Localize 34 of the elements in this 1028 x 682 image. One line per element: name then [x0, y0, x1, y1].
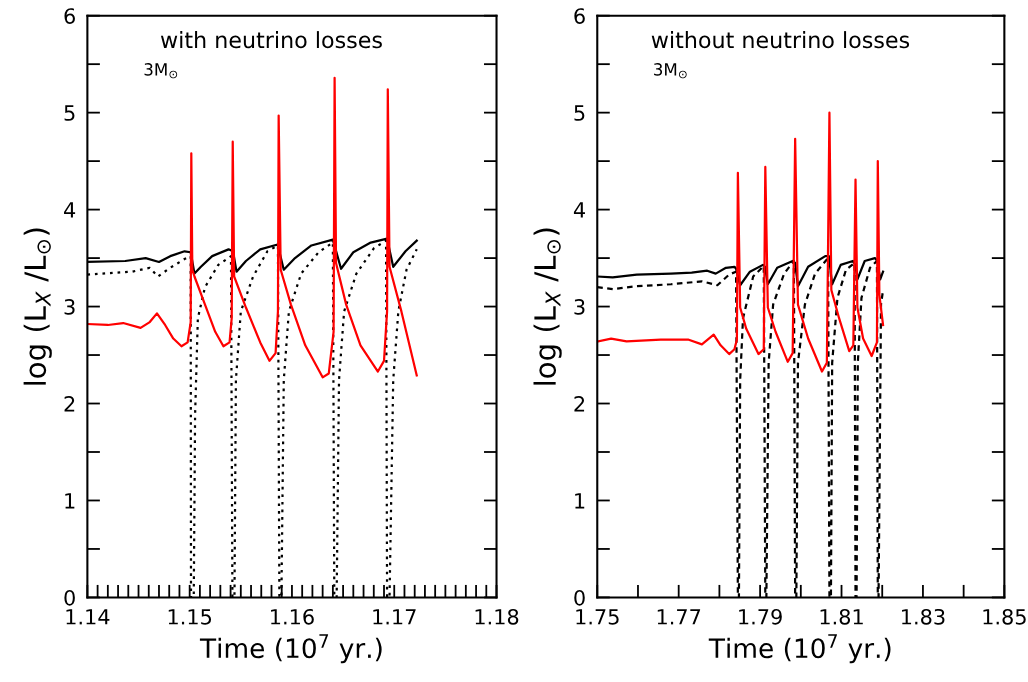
y-tick-label: 2 — [574, 395, 585, 412]
annotation: 3M$_{⊙}$ — [144, 63, 178, 79]
x-tick-label: 1.77 — [657, 609, 701, 625]
annotation: without neutrino losses — [651, 31, 910, 49]
y-tick-label: 1 — [575, 493, 585, 509]
y-tick-label: 3 — [64, 299, 75, 315]
y-tick-label: 5 — [64, 105, 75, 121]
y-tick-label: 5 — [574, 105, 585, 121]
line-series — [597, 111, 885, 373]
annotation: 3M$_{⊙}$ — [654, 63, 687, 79]
x-tick-label: 1.16 — [271, 608, 314, 625]
y-tick-label: 6 — [574, 8, 585, 24]
x-tick-label: 1.17 — [373, 609, 416, 625]
x-axis-title: Time (10$^{7}$ yr.) — [199, 634, 382, 664]
y-axis-title: log (L$_{X}$ /L$_{⊙}$) — [533, 228, 562, 385]
y-tick-label: 4 — [573, 202, 585, 218]
y-tick-label: 1 — [65, 493, 75, 509]
y-tick-label: 6 — [64, 8, 75, 24]
x-axis-title: Time (10$^{7}$ yr.) — [708, 634, 891, 664]
annotation: with neutrino losses — [160, 31, 382, 49]
y-tick-label: 3 — [574, 299, 585, 315]
x-tick-label: 1.85 — [983, 608, 1026, 625]
y-tick-label: 0 — [64, 589, 75, 606]
x-tick-label: 1.75 — [576, 609, 619, 625]
x-tick-label: 1.18 — [475, 608, 519, 625]
x-tick-label: 1.15 — [168, 609, 212, 625]
x-tick-label: 1.79 — [739, 608, 782, 625]
y-tick-label: 0 — [574, 589, 585, 606]
x-tick-label: 1.81 — [820, 608, 863, 625]
y-tick-label: 2 — [64, 395, 75, 412]
y-axis-title: log (L$_{X}$ /L$_{⊙}$) — [23, 228, 52, 385]
x-tick-label: 1.83 — [902, 608, 945, 625]
y-tick-label: 4 — [64, 202, 76, 218]
x-tick-label: 1.14 — [66, 609, 110, 625]
